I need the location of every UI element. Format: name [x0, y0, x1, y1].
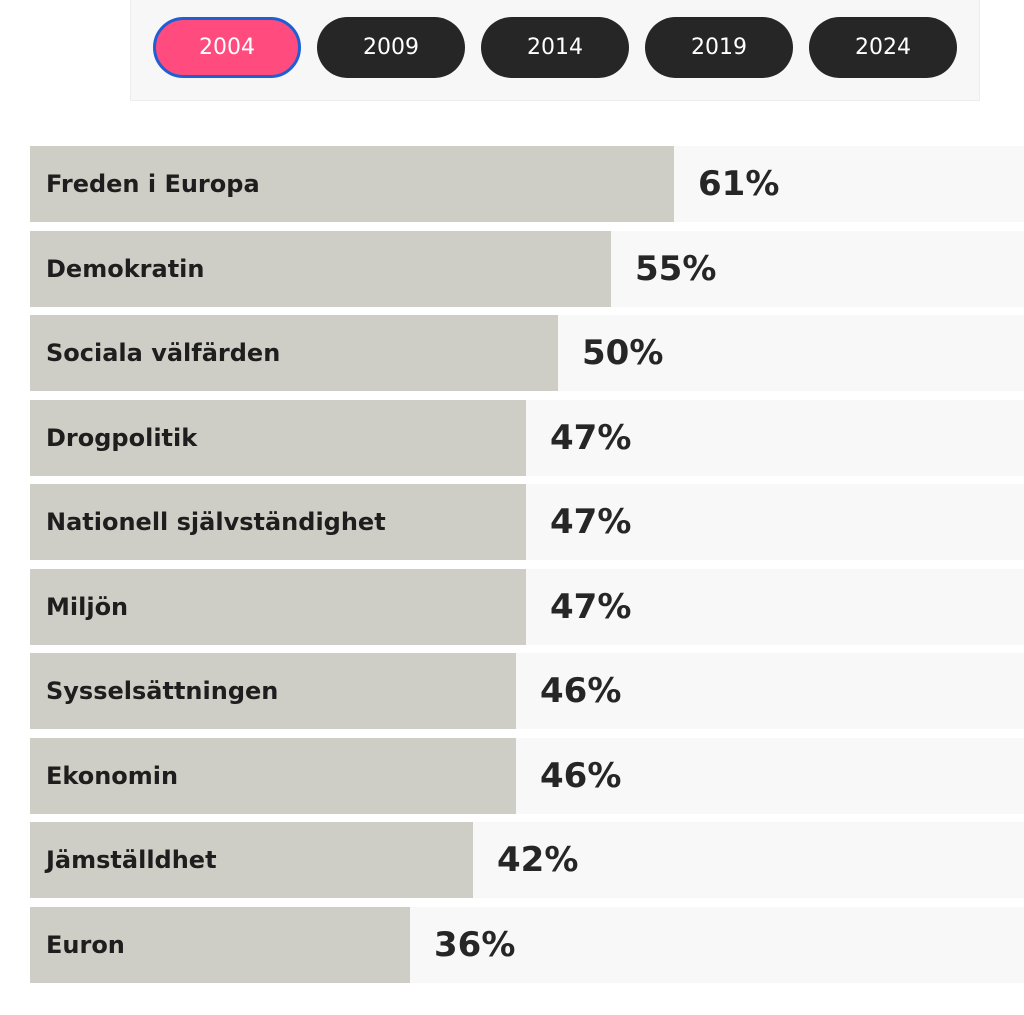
bar [30, 400, 526, 476]
bar-value-label: 55% [635, 249, 717, 289]
year-tab-2014[interactable]: 2014 [481, 17, 629, 78]
bar-value-label: 50% [582, 333, 664, 373]
bar [30, 146, 674, 222]
bar-label: Demokratin [46, 255, 205, 283]
bar-label: Sysselsättningen [46, 677, 279, 705]
bar [30, 907, 410, 983]
bar-label: Ekonomin [46, 762, 179, 790]
bar-value-label: 36% [434, 925, 516, 965]
bar-label: Miljön [46, 593, 129, 621]
bar-row: Euron 36% [30, 907, 1024, 983]
bar-value-label: 46% [540, 756, 622, 796]
bar-label: Sociala välfärden [46, 339, 281, 367]
year-tab-2019[interactable]: 2019 [645, 17, 793, 78]
bar-row: Jämställdhet 42% [30, 822, 1024, 898]
bar-value-label: 47% [550, 587, 632, 627]
bar-label: Drogpolitik [46, 424, 198, 452]
bar-row: Ekonomin 46% [30, 738, 1024, 814]
bar [30, 822, 473, 898]
bar [30, 315, 558, 391]
bar-row: Demokratin 55% [30, 231, 1024, 307]
year-tabs: 2004 2009 2014 2019 2024 [153, 17, 957, 78]
bar-value-label: 46% [540, 671, 622, 711]
bar-row: Drogpolitik 47% [30, 400, 1024, 476]
bar-label: Euron [46, 931, 125, 959]
bar-label: Freden i Europa [46, 170, 260, 198]
year-tab-2004[interactable]: 2004 [153, 17, 301, 78]
bar [30, 231, 611, 307]
bar-row: Nationell självständighet 47% [30, 484, 1024, 560]
bar-row: Sociala välfärden 50% [30, 315, 1024, 391]
bar [30, 569, 526, 645]
bar-value-label: 47% [550, 418, 632, 458]
bar [30, 738, 516, 814]
bar-row: Sysselsättningen 46% [30, 653, 1024, 729]
bar-label: Nationell självständighet [46, 508, 386, 536]
bar [30, 653, 516, 729]
bar-value-label: 61% [698, 164, 780, 204]
bar-label: Jämställdhet [46, 846, 217, 874]
bar-row: Miljön 47% [30, 569, 1024, 645]
bar-value-label: 47% [550, 502, 632, 542]
bar-row: Freden i Europa 61% [30, 146, 1024, 222]
year-tab-2009[interactable]: 2009 [317, 17, 465, 78]
bar [30, 484, 526, 560]
year-tab-2024[interactable]: 2024 [809, 17, 957, 78]
year-selector-panel: 2004 2009 2014 2019 2024 [130, 0, 980, 101]
bar-value-label: 42% [497, 840, 579, 880]
